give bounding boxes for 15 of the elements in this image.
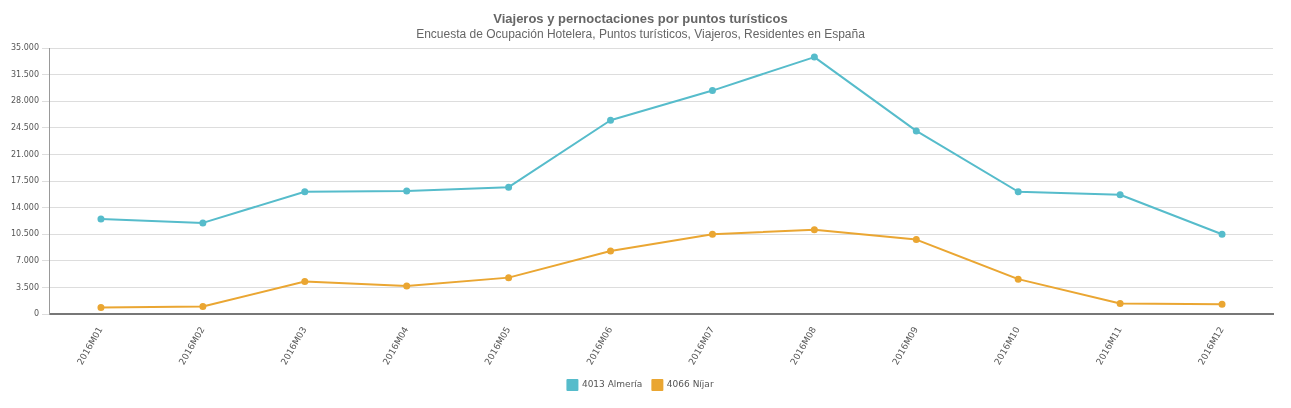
legend-label: 4013 Almería	[581, 379, 643, 390]
y-tick-label: 28.000	[10, 96, 39, 106]
y-tick-label: 10.500	[10, 229, 39, 239]
legend-label: 4066 Níjar	[666, 379, 714, 390]
y-tick-label: 17.500	[10, 176, 39, 186]
y-tick-label: 31.500	[10, 69, 39, 79]
y-tick-label: 3.500	[16, 282, 39, 292]
y-tick-label: 35.000	[10, 43, 39, 53]
y-tick-label: 14.000	[10, 202, 39, 212]
y-tick-label: 24.500	[10, 122, 39, 132]
chart-subtitle: Encuesta de Ocupación Hotelera, Puntos turísticos, Viajeros, Residentes en España	[416, 27, 866, 42]
y-tick-label: 7.000	[16, 255, 39, 265]
y-tick-label: 0	[33, 309, 39, 319]
y-tick-label: 21.000	[10, 149, 39, 159]
chart-title: Viajeros y pernoctaciones por puntos turísticos	[493, 11, 788, 27]
